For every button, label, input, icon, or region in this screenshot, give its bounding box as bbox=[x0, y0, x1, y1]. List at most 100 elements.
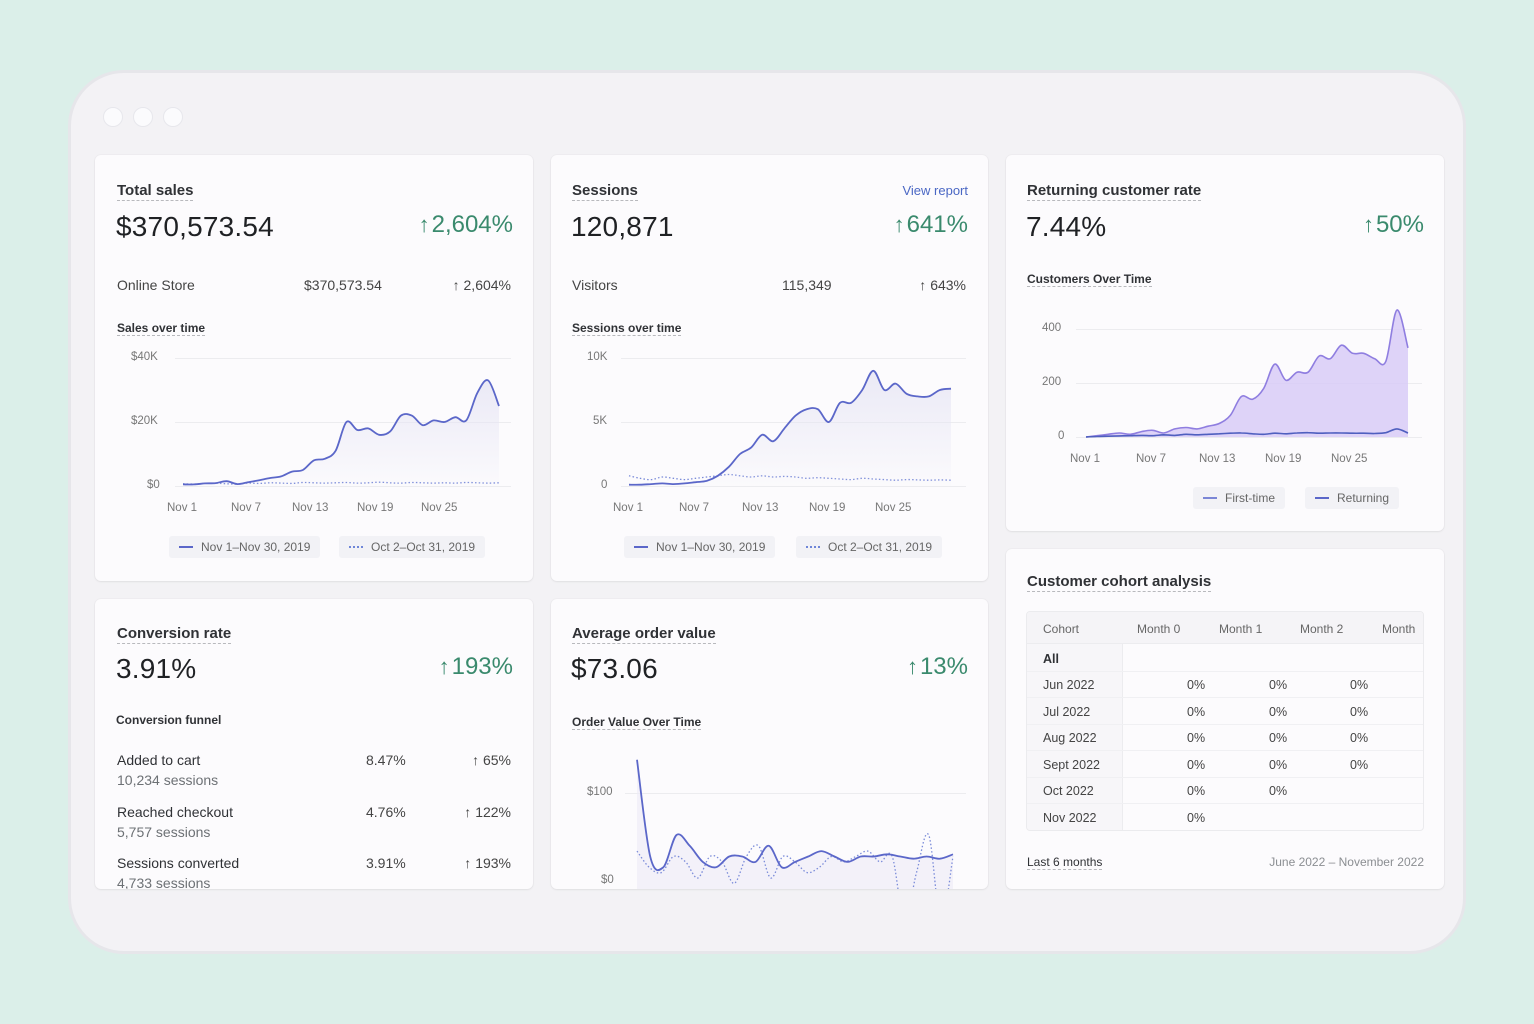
gridline bbox=[1076, 383, 1422, 384]
legend-previous[interactable]: Oct 2–Oct 31, 2019 bbox=[339, 536, 486, 558]
change-value: 641% bbox=[906, 211, 968, 238]
sales-line-chart bbox=[182, 379, 500, 486]
returning-customer-card: Returning customer rate 7.44% ↑50% Custo… bbox=[1006, 155, 1444, 531]
legend-first-time[interactable]: First-time bbox=[1193, 487, 1285, 509]
arrow-up-icon: ↑ bbox=[893, 212, 905, 237]
table-row: Nov 2022 0% bbox=[1027, 805, 1423, 830]
x-tick: Nov 25 bbox=[875, 502, 912, 514]
metric-value: 3.91% bbox=[116, 653, 197, 684]
x-tick: Nov 13 bbox=[292, 502, 329, 514]
sessions-card: Sessions View report 120,871 ↑641% Visit… bbox=[551, 155, 988, 581]
cohort-cell: 0% bbox=[1187, 810, 1206, 825]
legend-current[interactable]: Nov 1–Nov 30, 2019 bbox=[169, 536, 321, 558]
minimize-dot[interactable] bbox=[133, 107, 153, 127]
x-tick: Nov 7 bbox=[679, 502, 710, 514]
chart-subtitle[interactable]: Sessions over time bbox=[572, 321, 682, 336]
y-tick: 200 bbox=[1042, 376, 1062, 388]
cohort-period-label[interactable]: Last 6 months bbox=[1027, 855, 1103, 870]
card-title[interactable]: Average order value bbox=[572, 625, 716, 644]
x-tick: Nov 19 bbox=[1265, 453, 1302, 465]
app-window: Total sales $370,573.54 ↑2,604% Online S… bbox=[68, 70, 1466, 954]
table-row: Oct 2022 0% 0% bbox=[1027, 778, 1423, 804]
cohort-cell: 0% bbox=[1187, 678, 1206, 692]
chart-subtitle[interactable]: Customers Over Time bbox=[1027, 272, 1152, 287]
current-series-area bbox=[637, 759, 953, 889]
metric-change: ↑641% bbox=[894, 211, 968, 239]
cohort-name: Jul 2022 bbox=[1043, 704, 1091, 719]
funnel-row: Added to cart 10,234 sessions 8.47% ↑ 65… bbox=[117, 752, 511, 796]
row-value: 115,349 bbox=[782, 277, 832, 293]
legend-previous[interactable]: Oct 2–Oct 31, 2019 bbox=[796, 536, 943, 558]
funnel-row: Reached checkout 5,757 sessions 4.76% ↑ … bbox=[117, 804, 511, 848]
card-title[interactable]: Customer cohort analysis bbox=[1027, 573, 1212, 592]
x-tick: Nov 13 bbox=[742, 502, 779, 514]
maximize-dot[interactable] bbox=[163, 107, 183, 127]
cohort-cell: 0% bbox=[1269, 757, 1288, 772]
current-series-area bbox=[183, 380, 499, 486]
cohort-cell: 0% bbox=[1187, 784, 1206, 798]
row-value: $370,573.54 bbox=[304, 277, 382, 293]
cohort-name: Nov 2022 bbox=[1043, 810, 1097, 825]
card-title[interactable]: Conversion rate bbox=[117, 625, 232, 644]
cohort-name: Oct 2022 bbox=[1043, 784, 1094, 798]
window-controls bbox=[103, 107, 183, 127]
gridline bbox=[175, 422, 511, 423]
legend-swatch bbox=[1315, 497, 1329, 499]
metric-value: 7.44% bbox=[1026, 211, 1107, 242]
conversion-rate-card: Conversion rate 3.91% ↑193% Conversion f… bbox=[95, 599, 533, 889]
close-dot[interactable] bbox=[103, 107, 123, 127]
gridline bbox=[625, 793, 966, 794]
order-value-line-chart bbox=[636, 759, 954, 889]
first-time-line bbox=[1085, 309, 1409, 438]
row-change: ↑ 2,604% bbox=[452, 277, 511, 293]
funnel-change: ↑ 193% bbox=[464, 855, 511, 871]
chart-subtitle[interactable]: Order Value Over Time bbox=[572, 715, 702, 730]
metric-value: $73.06 bbox=[571, 653, 658, 684]
row-label: Online Store bbox=[117, 277, 195, 293]
legend-swatch bbox=[179, 546, 193, 548]
card-title[interactable]: Total sales bbox=[117, 182, 194, 201]
card-title[interactable]: Sessions bbox=[572, 182, 638, 201]
cohort-name: Jun 2022 bbox=[1043, 678, 1095, 692]
previous-series-line bbox=[636, 833, 954, 889]
table-row-all: All bbox=[1027, 646, 1423, 672]
change-value: 50% bbox=[1375, 211, 1424, 238]
funnel-row: Sessions converted 4,733 sessions 3.91% … bbox=[117, 855, 511, 889]
row-change: ↑ 643% bbox=[919, 277, 966, 293]
legend-current[interactable]: Nov 1–Nov 30, 2019 bbox=[624, 536, 776, 558]
x-tick: Nov 1 bbox=[167, 502, 198, 514]
funnel-change: ↑ 122% bbox=[464, 804, 511, 820]
cohort-name-column bbox=[1027, 644, 1123, 830]
cohort-date-range: June 2022 – November 2022 bbox=[1269, 855, 1424, 869]
y-tick: 0 bbox=[1058, 430, 1065, 442]
funnel-sessions: 10,234 sessions bbox=[117, 772, 219, 788]
header-month-3: Month bbox=[1382, 622, 1416, 636]
metric-change: ↑13% bbox=[907, 653, 968, 681]
cohort-table-header: Cohort Month 0 Month 1 Month 2 Month bbox=[1027, 612, 1423, 644]
gridline bbox=[175, 486, 511, 487]
funnel-label: Reached checkout bbox=[117, 804, 233, 820]
funnel-change: ↑ 65% bbox=[472, 752, 511, 768]
total-sales-card: Total sales $370,573.54 ↑2,604% Online S… bbox=[95, 155, 533, 581]
legend-swatch bbox=[1203, 497, 1217, 499]
y-tick: 0 bbox=[601, 479, 608, 491]
cohort-cell: 0% bbox=[1269, 704, 1288, 719]
funnel-percent: 8.47% bbox=[366, 752, 406, 768]
view-report-link[interactable]: View report bbox=[902, 183, 968, 198]
header-month-1: Month 1 bbox=[1219, 622, 1263, 636]
current-series-area bbox=[629, 370, 951, 486]
metric-change: ↑50% bbox=[1363, 211, 1424, 239]
legend-returning[interactable]: Returning bbox=[1305, 487, 1400, 509]
funnel-label: Added to cart bbox=[117, 752, 201, 768]
card-title[interactable]: Returning customer rate bbox=[1027, 182, 1202, 201]
x-tick: Nov 1 bbox=[613, 502, 644, 514]
sessions-line-chart bbox=[628, 369, 952, 486]
gridline bbox=[621, 358, 966, 359]
cohort-cell: 0% bbox=[1350, 731, 1369, 745]
y-tick: 400 bbox=[1042, 322, 1062, 334]
chart-subtitle[interactable]: Sales over time bbox=[117, 321, 206, 336]
metric-change: ↑193% bbox=[439, 653, 513, 681]
funnel-percent: 4.76% bbox=[366, 804, 406, 820]
funnel-subtitle: Conversion funnel bbox=[116, 713, 222, 727]
